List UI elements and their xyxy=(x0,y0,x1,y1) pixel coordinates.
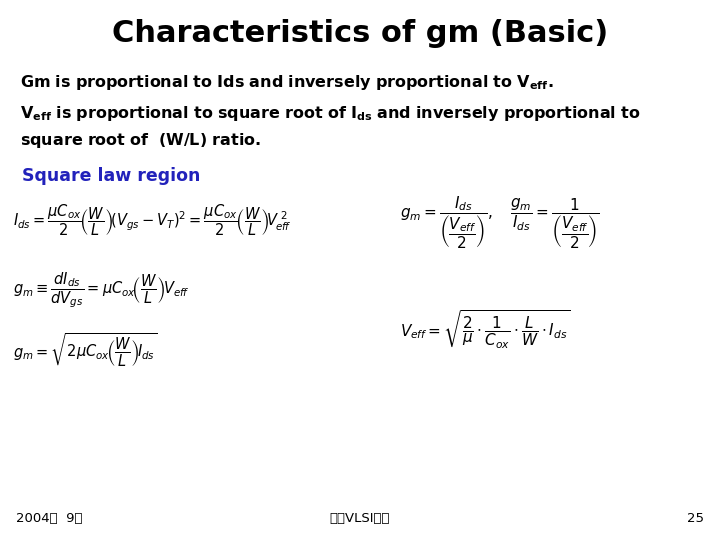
Text: $\mathbf{Gm\ is\ proportional\ to\ Ids\ and\ inversely\ proportional\ to\ }$$\ma: $\mathbf{Gm\ is\ proportional\ to\ Ids\ … xyxy=(20,73,554,92)
Text: 新大VLSI工学: 新大VLSI工学 xyxy=(330,512,390,525)
Text: Square law region: Square law region xyxy=(22,167,201,185)
Text: $\mathbf{V_{eff}\ is\ proportional\ to\ square\ root\ of\ I_{ds}\ and\ inversely: $\mathbf{V_{eff}\ is\ proportional\ to\ … xyxy=(20,104,641,123)
Text: $g_m = \dfrac{I_{ds}}{\left(\dfrac{V_{eff}}{2}\right)},\quad \dfrac{g_m}{I_{ds}}: $g_m = \dfrac{I_{ds}}{\left(\dfrac{V_{ef… xyxy=(400,194,599,251)
Text: Characteristics of gm (Basic): Characteristics of gm (Basic) xyxy=(112,19,608,48)
Text: $I_{ds} = \dfrac{\mu C_{ox}}{2}\!\left(\dfrac{W}{L}\right)\!(V_{gs}-V_T)^2 = \df: $I_{ds} = \dfrac{\mu C_{ox}}{2}\!\left(\… xyxy=(13,202,292,238)
Text: $V_{eff} = \sqrt{\dfrac{2}{\mu}\cdot\dfrac{1}{C_{ox}}\cdot\dfrac{L}{W}\cdot I_{d: $V_{eff} = \sqrt{\dfrac{2}{\mu}\cdot\dfr… xyxy=(400,308,570,350)
Text: 25: 25 xyxy=(687,512,704,525)
Text: $g_m = \sqrt{2\mu C_{ox}\!\left(\dfrac{W}{L}\right)\!I_{ds}}$: $g_m = \sqrt{2\mu C_{ox}\!\left(\dfrac{W… xyxy=(13,332,158,369)
Text: $g_m \equiv \dfrac{dI_{ds}}{dV_{gs}} = \mu C_{ox}\!\left(\dfrac{W}{L}\right)\!V_: $g_m \equiv \dfrac{dI_{ds}}{dV_{gs}} = \… xyxy=(13,270,190,310)
Text: 2004年  9月: 2004年 9月 xyxy=(16,512,82,525)
Text: $\mathbf{square\ root\ of\ \ (W/L)\ ratio.}$: $\mathbf{square\ root\ of\ \ (W/L)\ rati… xyxy=(20,131,261,150)
